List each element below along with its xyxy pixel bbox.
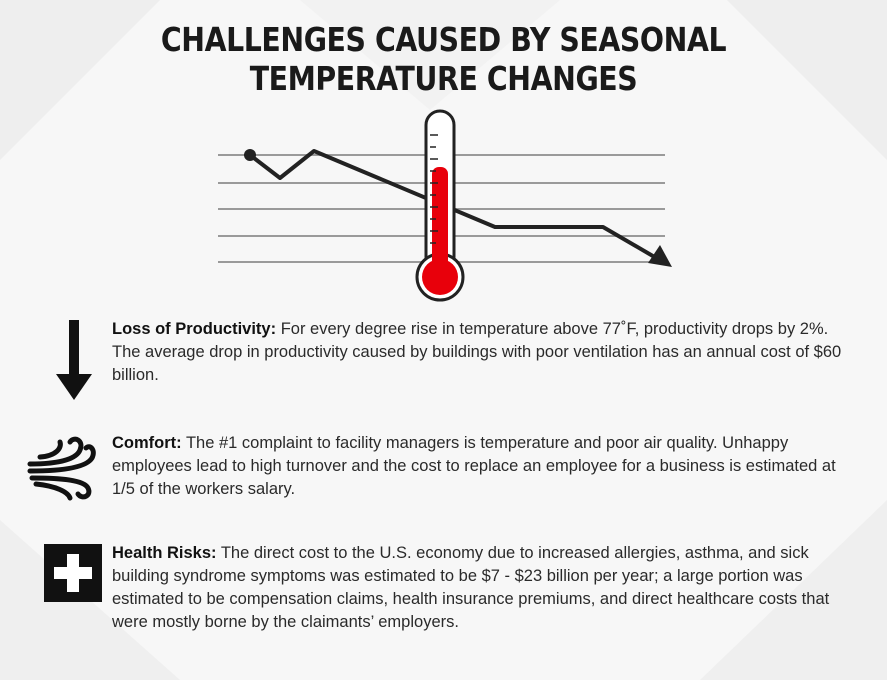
item-text: Health Risks: The direct cost to the U.S… bbox=[112, 542, 857, 634]
page-title: CHALLENGES CAUSED BY SEASONAL TEMPERATUR… bbox=[160, 20, 727, 98]
medical-cross-icon bbox=[44, 544, 102, 602]
item-body: For every degree rise in temperature abo… bbox=[112, 320, 842, 384]
item-heading: Health Risks: bbox=[112, 544, 217, 562]
wind-icon bbox=[27, 436, 96, 501]
temperature-productivity-illustration bbox=[218, 109, 672, 302]
item-body: The direct cost to the U.S. economy due … bbox=[112, 544, 830, 631]
down-arrow-icon bbox=[56, 320, 92, 400]
item-heading: Loss of Productivity: bbox=[112, 320, 277, 338]
item-heading: Comfort: bbox=[112, 434, 182, 452]
item-text: Loss of Productivity: For every degree r… bbox=[112, 318, 857, 387]
item-text: Comfort: The #1 complaint to facility ma… bbox=[112, 432, 857, 501]
declining-trend-icon bbox=[244, 149, 672, 267]
thermometer-icon bbox=[415, 109, 465, 302]
item-body: The #1 complaint to facility managers is… bbox=[112, 434, 836, 498]
